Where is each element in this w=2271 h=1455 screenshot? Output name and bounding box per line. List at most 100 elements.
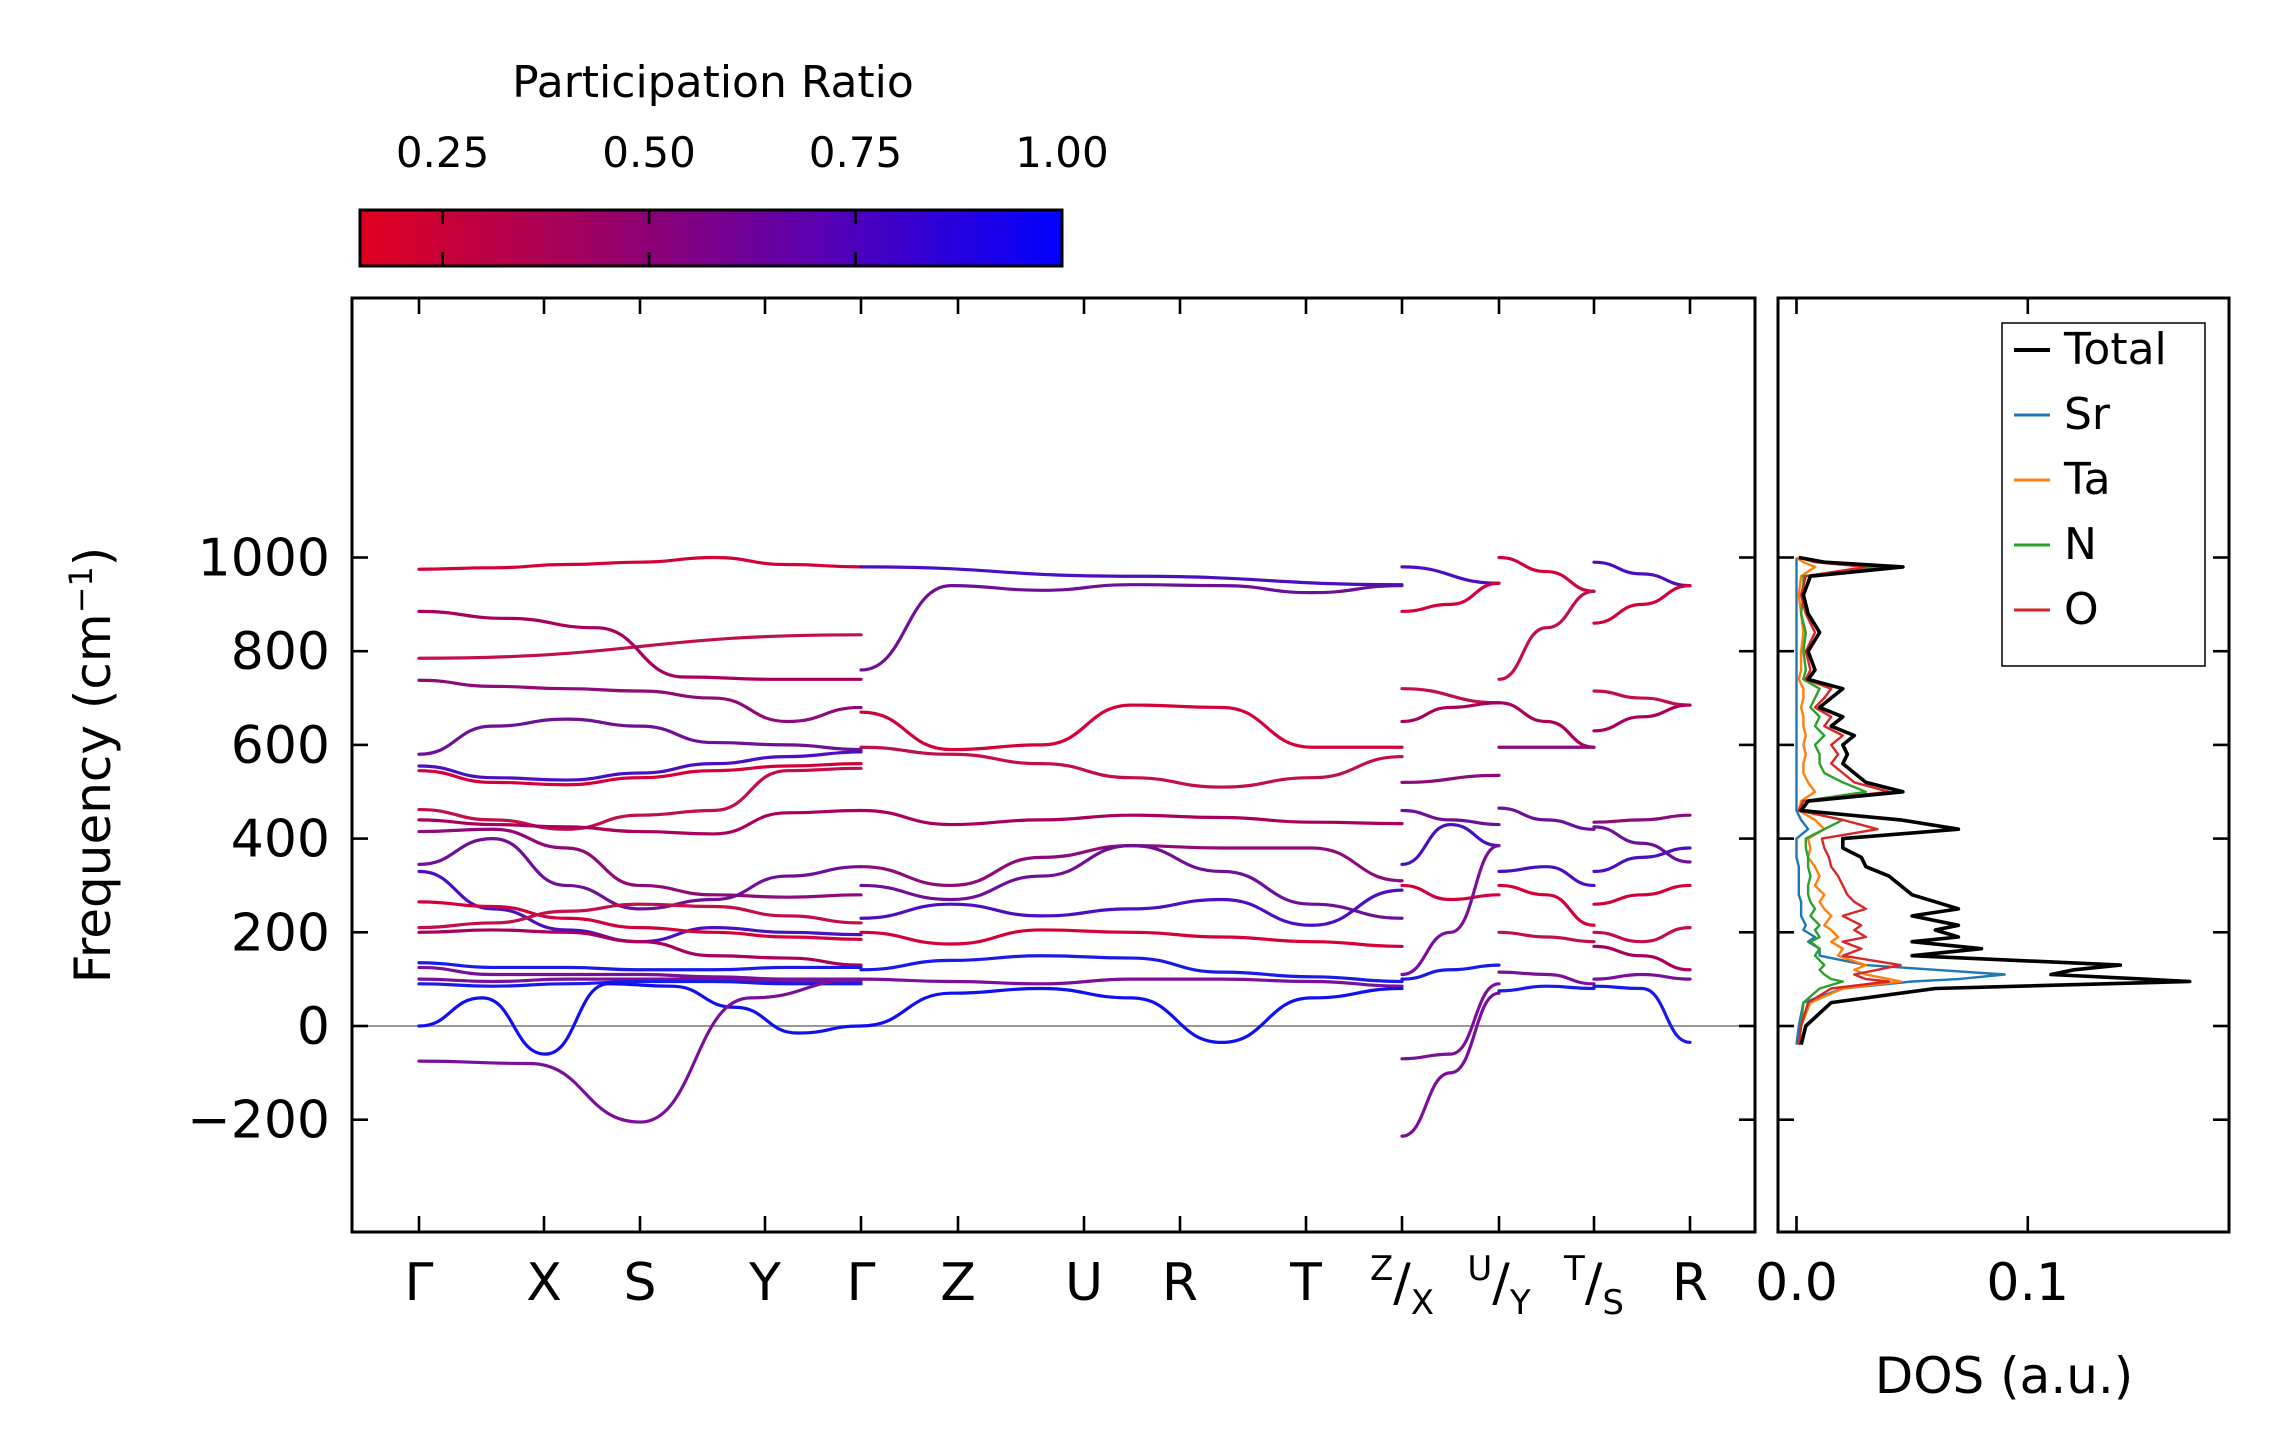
colorbar-tick-labels: 0.25 0.50 0.75 1.00: [396, 128, 1109, 177]
k-point-label: S: [623, 1253, 656, 1313]
phonon-band: [1592, 972, 1692, 981]
phonon-band: [417, 766, 863, 831]
phonon-band: [417, 808, 863, 836]
legend-label: N: [2064, 519, 2097, 570]
y-tick-label: −200: [187, 1091, 330, 1151]
band-plot-frame: [350, 296, 1757, 1234]
colorbar-tick-label: 0.50: [602, 128, 696, 177]
k-point-label: Z/X: [1370, 1249, 1434, 1323]
phonon-band: [417, 762, 863, 787]
phonon-band: [1497, 984, 1596, 993]
k-point-label: X: [526, 1253, 562, 1313]
phonon-band: [417, 827, 863, 899]
phonon-band: [859, 565, 1404, 587]
phonon-band: [1400, 991, 1501, 1138]
phonon-band: [417, 750, 863, 782]
k-point-label: T/S: [1563, 1249, 1624, 1323]
k-point-label: U/Y: [1467, 1249, 1530, 1323]
legend-label: Total: [2063, 324, 2167, 375]
phonon-band: [417, 977, 863, 984]
phonon-band: [1592, 883, 1692, 906]
phonon-band: [1592, 926, 1692, 944]
k-point-label: T: [1289, 1253, 1322, 1313]
phonon-band: [859, 844, 1404, 888]
phonon-band: [1400, 773, 1501, 784]
phonon-band: [859, 703, 1404, 752]
k-point-label: Y: [748, 1253, 781, 1313]
phonon-band: [1400, 701, 1501, 724]
phonon-band: [859, 583, 1404, 672]
colorbar-title: Participation Ratio: [512, 57, 914, 108]
phonon-band: [1400, 963, 1501, 981]
colorbar: [358, 208, 1064, 268]
phonon-band: [859, 977, 1404, 988]
dos-plot-frame: [1776, 296, 2231, 1234]
colorbar-tick-label: 0.75: [809, 128, 903, 177]
colorbar-tick-label: 1.00: [1015, 128, 1109, 177]
phonon-band: [417, 961, 863, 972]
phonon-band: [859, 745, 1404, 789]
phonon-band: [1497, 806, 1596, 831]
phonon-band: [417, 979, 863, 988]
k-point-label: U: [1065, 1253, 1103, 1313]
dos-x-tick-label: 0.1: [1986, 1253, 2069, 1313]
phonon-band: [1592, 846, 1692, 873]
phonon-band: [1497, 701, 1596, 749]
phonon-bands: [417, 555, 1692, 1138]
phonon-band: [1400, 565, 1501, 585]
phonon-band: [417, 982, 863, 1056]
phonon-band: [1400, 822, 1501, 866]
k-point-label: Γ: [847, 1253, 876, 1313]
phonon-band: [859, 986, 1404, 1044]
dos-sr-line: [1795, 557, 2006, 1045]
phonon-band: [417, 928, 863, 967]
phonon-band: [1592, 584, 1692, 625]
y-tick-label: 0: [297, 997, 330, 1057]
y-tick-label: 400: [231, 810, 330, 870]
dos-curves: [1795, 555, 2192, 1046]
phonon-band: [1592, 944, 1692, 972]
phonon-band: [1400, 581, 1501, 613]
k-point-label: R: [1162, 1253, 1198, 1313]
phonon-band: [417, 837, 863, 911]
phonon-band: [417, 900, 863, 941]
dos-n-line: [1797, 556, 1879, 1045]
phonon-band: [1497, 555, 1596, 593]
phonon-band: [1592, 560, 1692, 588]
phonon-band: [859, 888, 1404, 927]
y-tick-label: 800: [231, 622, 330, 682]
phonon-band: [1400, 982, 1501, 1061]
phonon-band: [1497, 589, 1596, 681]
phonon-band: [1497, 883, 1596, 927]
phonon-band: [859, 928, 1404, 948]
legend-label: Ta: [2063, 454, 2111, 505]
phonon-band: [417, 678, 863, 724]
phonon-band: [1400, 844, 1501, 977]
y-tick-label: 600: [231, 716, 330, 776]
phonon-band: [1400, 883, 1501, 902]
phonon-band: [417, 555, 863, 571]
y-tick-label: 200: [231, 903, 330, 963]
dos-x-tick-label: 0.0: [1755, 1253, 1838, 1313]
phonon-band: [1592, 813, 1692, 824]
k-point-label: Z: [940, 1253, 976, 1313]
phonon-band: [859, 954, 1404, 984]
k-point-label: Γ: [405, 1253, 434, 1313]
legend-label: O: [2064, 584, 2099, 635]
dos-x-axis-title: DOS (a.u.): [1875, 1347, 2134, 1405]
phonon-band: [417, 902, 863, 930]
phonon-band: [1497, 865, 1596, 888]
phonon-band: [1592, 689, 1692, 707]
phonon-band: [1592, 984, 1692, 1044]
y-axis-title: Frequency (cm−1): [62, 547, 122, 984]
phonon-band: [1592, 825, 1692, 864]
y-tick-label: 1000: [198, 529, 330, 589]
phonon-band: [1400, 808, 1501, 827]
phonon-band: [1592, 703, 1692, 733]
phonon-band: [417, 633, 863, 660]
dos-total-line: [1798, 555, 2192, 1046]
dos-o-line: [1797, 556, 1902, 1045]
colorbar-ticks: [441, 210, 1064, 266]
